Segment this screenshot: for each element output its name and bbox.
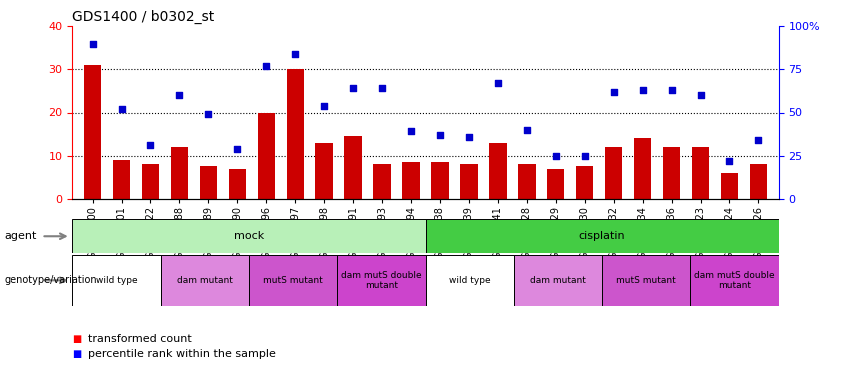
Bar (426, 219, 779, 253)
Text: mock: mock (234, 231, 264, 241)
Bar (72, 255, 161, 306)
Bar (721, 173, 738, 199)
Point (665, 87, 678, 93)
Point (722, 158, 736, 164)
Text: dam mutS double
mutant: dam mutS double mutant (341, 271, 421, 290)
Text: ■: ■ (72, 350, 82, 359)
Text: dam mutant: dam mutant (177, 276, 232, 285)
Bar (489, 143, 506, 199)
Bar (161, 255, 248, 306)
Text: dam mutant: dam mutant (530, 276, 585, 285)
Bar (142, 164, 159, 199)
Point (173, 92, 186, 98)
Bar (84, 65, 101, 199)
Bar (547, 169, 564, 199)
Bar (460, 164, 477, 199)
Point (317, 103, 331, 109)
Point (491, 80, 505, 86)
Bar (258, 112, 275, 199)
Bar (337, 255, 426, 306)
Bar (113, 160, 130, 199)
Text: wild type: wild type (95, 276, 137, 285)
Bar (316, 143, 333, 199)
Point (404, 129, 418, 135)
Point (288, 51, 302, 57)
Bar (690, 255, 779, 306)
Text: wild type: wild type (448, 276, 490, 285)
Bar (602, 255, 690, 306)
Bar (514, 255, 602, 306)
Bar (634, 138, 651, 199)
Text: GDS1400 / b0302_st: GDS1400 / b0302_st (72, 10, 214, 24)
Bar (171, 147, 188, 199)
Point (578, 153, 591, 159)
Point (202, 111, 215, 117)
Text: mutS mutant: mutS mutant (263, 276, 323, 285)
Bar (374, 164, 391, 199)
Point (462, 134, 476, 140)
Bar (345, 136, 362, 199)
Point (520, 127, 534, 133)
Text: cisplatin: cisplatin (579, 231, 625, 241)
Point (549, 153, 563, 159)
Point (607, 89, 620, 95)
Point (751, 137, 765, 143)
Point (260, 63, 273, 69)
Text: transformed count: transformed count (88, 334, 191, 344)
Bar (692, 147, 709, 199)
Point (375, 86, 389, 92)
Text: mutS mutant: mutS mutant (616, 276, 676, 285)
Bar (431, 162, 448, 199)
Point (231, 146, 244, 152)
Point (636, 87, 649, 93)
Bar (605, 147, 622, 199)
Text: percentile rank within the sample: percentile rank within the sample (88, 350, 276, 359)
Bar (200, 166, 217, 199)
Bar (287, 69, 304, 199)
Point (433, 132, 447, 138)
Point (144, 142, 157, 148)
Point (694, 92, 707, 98)
Text: ■: ■ (72, 334, 82, 344)
Bar (403, 162, 420, 199)
Bar (248, 255, 337, 306)
Bar (518, 164, 535, 199)
Text: dam mutS double
mutant: dam mutS double mutant (694, 271, 774, 290)
Bar (426, 255, 514, 306)
Bar (750, 164, 767, 199)
Text: genotype/variation: genotype/variation (4, 275, 97, 285)
Bar (229, 169, 246, 199)
Bar (663, 147, 680, 199)
Bar (576, 166, 593, 199)
Point (346, 86, 360, 92)
Point (115, 106, 129, 112)
Text: agent: agent (4, 231, 37, 241)
Point (86, 40, 100, 46)
Bar (72, 219, 426, 253)
